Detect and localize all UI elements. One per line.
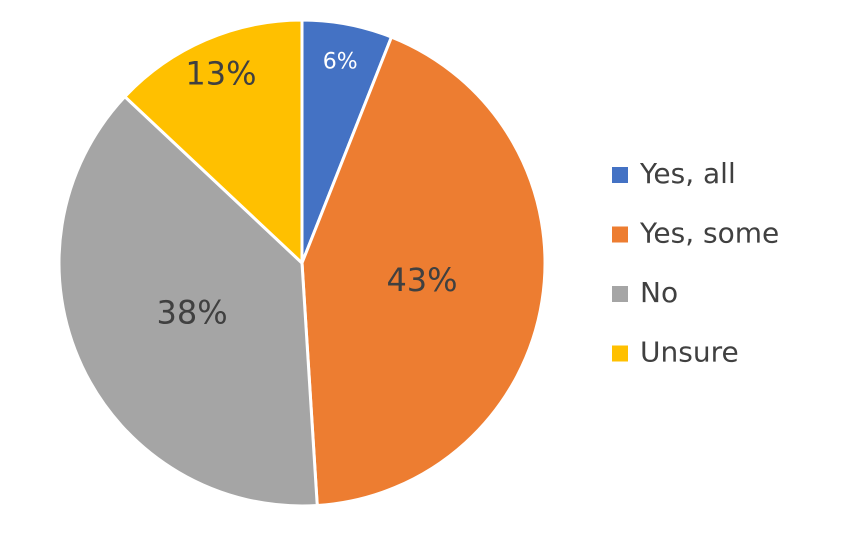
legend-label: No bbox=[640, 276, 678, 309]
data-label: 43% bbox=[386, 261, 457, 299]
legend-label: Yes, some bbox=[639, 217, 779, 250]
legend-swatch bbox=[612, 167, 628, 183]
data-label: 13% bbox=[185, 55, 256, 93]
pie-slice bbox=[57, 94, 319, 508]
data-label: 6% bbox=[323, 49, 358, 74]
pie-slice bbox=[300, 35, 547, 508]
legend-swatch bbox=[612, 286, 628, 302]
legend-swatch bbox=[612, 226, 628, 243]
legend-swatch bbox=[612, 345, 628, 362]
legend-label: Yes, all bbox=[639, 157, 736, 190]
data-label: 38% bbox=[157, 294, 228, 332]
legend-label: Unsure bbox=[640, 336, 739, 369]
pie-slice bbox=[122, 18, 304, 267]
